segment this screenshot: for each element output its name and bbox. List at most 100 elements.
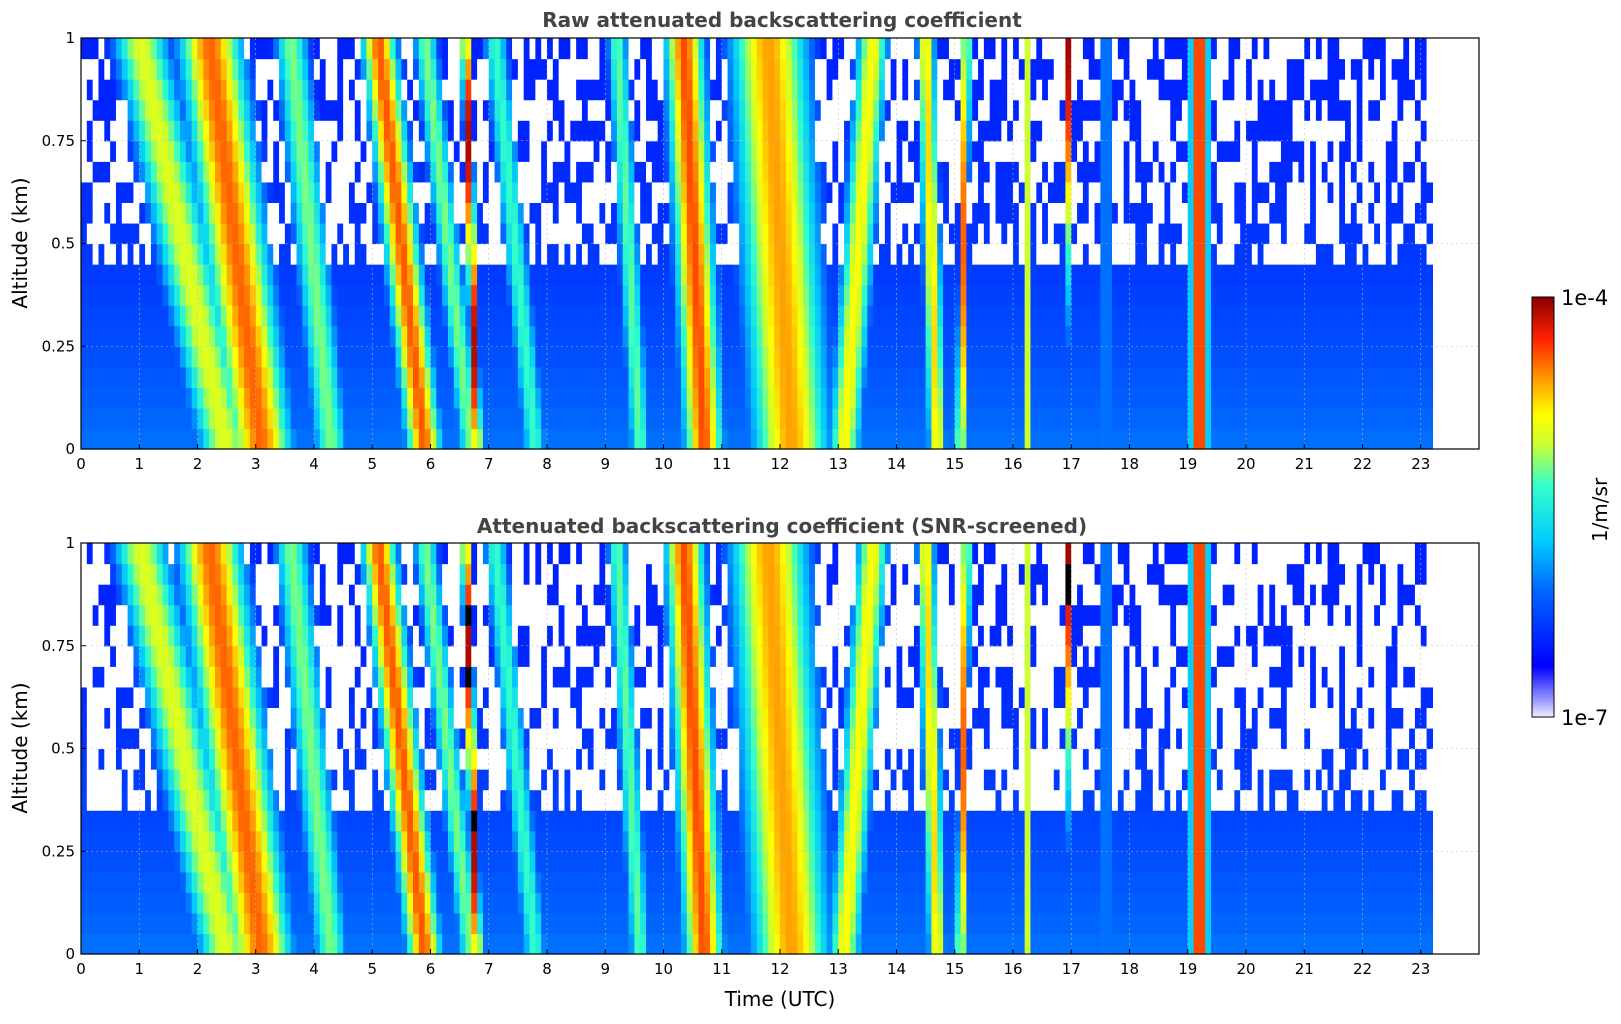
heatmap-cell [1112, 346, 1118, 367]
x-tick-label: 3 [251, 455, 261, 473]
heatmap-cell [797, 79, 803, 100]
heatmap-cell [297, 182, 303, 203]
heatmap-cell [1240, 244, 1246, 265]
heatmap-cell [1118, 161, 1124, 182]
heatmap-cell [419, 305, 425, 326]
heatmap-cell [256, 326, 262, 347]
heatmap-cell [931, 367, 937, 388]
heatmap-cell [530, 100, 536, 121]
heatmap-cell [599, 100, 605, 121]
heatmap-cell [401, 428, 407, 449]
heatmap-cell [1386, 387, 1392, 408]
heatmap-cell [1316, 120, 1322, 141]
heatmap-cell [1298, 100, 1304, 121]
heatmap-cell [1112, 264, 1118, 285]
heatmap-cell [1403, 182, 1409, 203]
heatmap-cell [862, 100, 868, 121]
heatmap-cell [803, 367, 809, 388]
heatmap-cell [862, 38, 868, 59]
heatmap-cell [1135, 387, 1141, 408]
heatmap-cell [966, 326, 972, 347]
heatmap-cell [168, 223, 174, 244]
heatmap-cell [297, 428, 303, 449]
heatmap-cell [256, 223, 262, 244]
heatmap-cell [471, 120, 477, 141]
heatmap-cell [1287, 428, 1293, 449]
heatmap-cell [1409, 161, 1415, 182]
heatmap-cell [500, 428, 506, 449]
heatmap-cell [564, 428, 570, 449]
heatmap-cell [541, 326, 547, 347]
heatmap-cell [821, 161, 827, 182]
heatmap-cell [1194, 59, 1200, 80]
heatmap-cell [535, 326, 541, 347]
heatmap-cell [739, 428, 745, 449]
heatmap-cell [780, 59, 786, 80]
heatmap-cell [1217, 202, 1223, 223]
heatmap-cell [704, 367, 710, 388]
heatmap-cell [640, 100, 646, 121]
heatmap-cell [448, 285, 454, 306]
heatmap-cell [151, 367, 157, 388]
heatmap-cell [1298, 285, 1304, 306]
heatmap-cell [93, 428, 99, 449]
heatmap-cell [262, 223, 268, 244]
heatmap-cell [856, 182, 862, 203]
heatmap-cell [576, 59, 582, 80]
heatmap-cell [285, 285, 291, 306]
panel-title: Raw attenuated backscattering coefficien… [542, 8, 1022, 32]
heatmap-cell [1217, 38, 1223, 59]
heatmap-cell [460, 264, 466, 285]
heatmap-cell [1380, 367, 1386, 388]
heatmap-cell [1409, 120, 1415, 141]
heatmap-cell [1025, 120, 1031, 141]
heatmap-cell [1182, 120, 1188, 141]
heatmap-cell [710, 100, 716, 121]
heatmap-cell [1042, 100, 1048, 121]
heatmap-cell [431, 202, 437, 223]
heatmap-cell [722, 285, 728, 306]
heatmap-cell [1339, 141, 1345, 162]
heatmap-cell [1211, 38, 1217, 59]
heatmap-cell [1363, 408, 1369, 429]
heatmap-cell [1089, 202, 1095, 223]
heatmap-cell [669, 387, 675, 408]
heatmap-cell [349, 120, 355, 141]
heatmap-cell [396, 59, 402, 80]
heatmap-cell [1409, 326, 1415, 347]
heatmap-cell [151, 769, 157, 790]
heatmap-cell [704, 346, 710, 367]
heatmap-cell [349, 367, 355, 388]
heatmap-cell [978, 223, 984, 244]
heatmap-cell [1269, 79, 1275, 100]
heatmap-cell [1217, 408, 1223, 429]
heatmap-cell [442, 59, 448, 80]
heatmap-cell [139, 584, 145, 605]
heatmap-cell [920, 387, 926, 408]
heatmap-cell [1234, 428, 1240, 449]
heatmap-cell [1036, 387, 1042, 408]
heatmap-cell [145, 346, 151, 367]
heatmap-cell [914, 38, 920, 59]
heatmap-cell [623, 326, 629, 347]
heatmap-cell [1246, 120, 1252, 141]
heatmap-cell [279, 182, 285, 203]
heatmap-cell [1036, 182, 1042, 203]
heatmap-cell [413, 141, 419, 162]
heatmap-cell [1176, 326, 1182, 347]
heatmap-cell [518, 100, 524, 121]
heatmap-cell [1328, 244, 1334, 265]
heatmap-cell [98, 605, 104, 626]
heatmap-cell [815, 223, 821, 244]
heatmap-cell [180, 326, 186, 347]
heatmap-cell [1036, 428, 1042, 449]
heatmap-cell [908, 79, 914, 100]
heatmap-cell [1392, 428, 1398, 449]
heatmap-cell [547, 408, 553, 429]
heatmap-cell [844, 38, 850, 59]
heatmap-cell [343, 305, 349, 326]
heatmap-cell [524, 59, 530, 80]
heatmap-cell [1229, 408, 1235, 429]
heatmap-cell [378, 141, 384, 162]
heatmap-cell [553, 38, 559, 59]
